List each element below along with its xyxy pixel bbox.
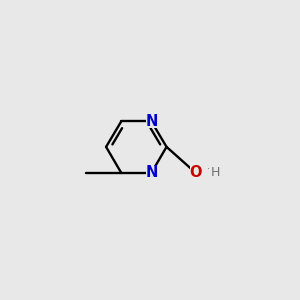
Bar — [146, 167, 157, 179]
Bar — [146, 115, 157, 128]
Text: O: O — [189, 165, 202, 180]
Text: ·: · — [207, 164, 210, 174]
Text: N: N — [145, 114, 158, 129]
Text: N: N — [145, 165, 158, 180]
Bar — [190, 167, 201, 179]
Text: H: H — [211, 166, 220, 179]
